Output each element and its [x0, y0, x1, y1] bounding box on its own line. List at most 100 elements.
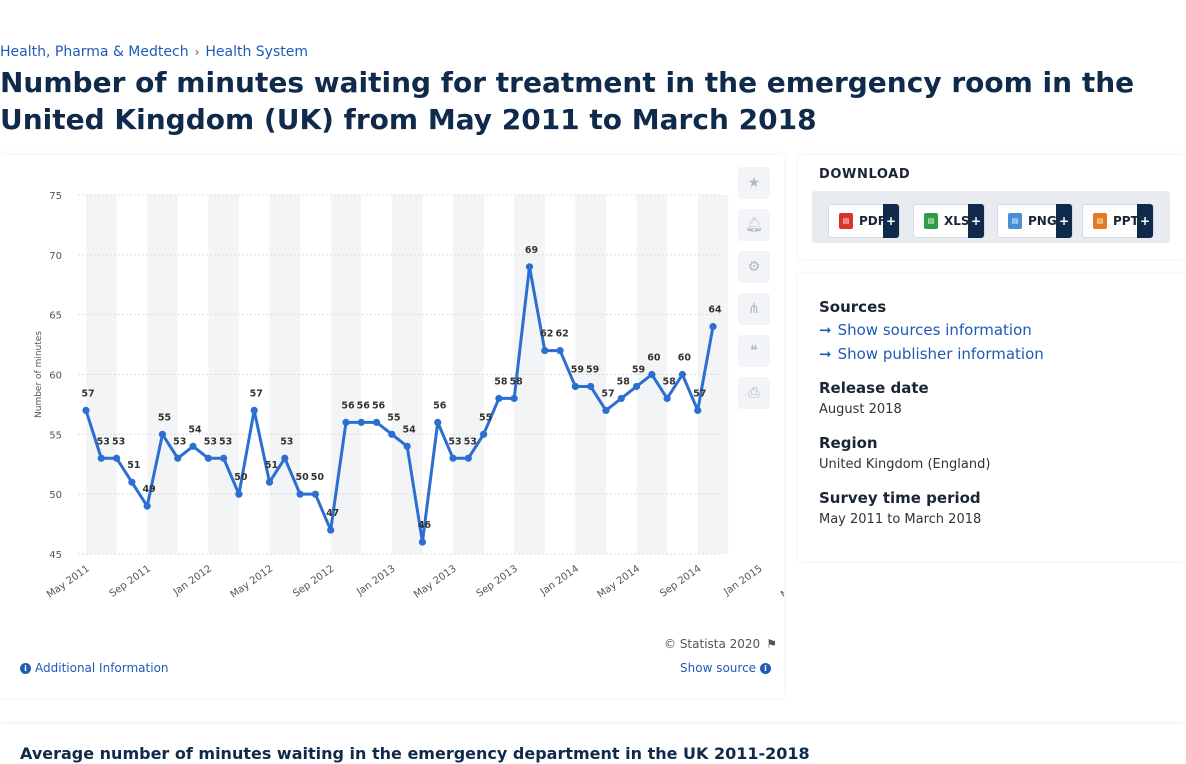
print-icon: ⎙ — [748, 385, 760, 401]
y-tick-label: 50 — [49, 490, 62, 501]
share-button[interactable]: ⋔ — [738, 293, 770, 325]
show-source-label: Show source — [680, 661, 757, 675]
data-point — [587, 382, 595, 391]
download-pdf-button[interactable]: ▤ PDF + — [828, 204, 900, 238]
notification-button[interactable]: 🔔︎ — [738, 209, 770, 241]
ppt-file-icon: ▤ — [1093, 213, 1107, 229]
x-tick-label: Sep 2011 — [108, 563, 153, 599]
arrow-right-icon: ➞ — [819, 345, 832, 363]
data-point — [678, 370, 687, 379]
download-png-button[interactable]: ▤ PNG + — [997, 204, 1073, 238]
data-label: 55 — [387, 412, 400, 423]
data-label: 57 — [250, 388, 263, 399]
data-label: 59 — [586, 364, 599, 375]
line-chart: 45 50 55 60 65 70 75 Number of minutes May 2011 S… — [34, 191, 784, 601]
data-label: 53 — [204, 436, 217, 447]
data-point — [296, 490, 304, 498]
data-point — [82, 406, 90, 414]
info-icon: i — [760, 662, 772, 674]
print-button[interactable]: ⎙ — [738, 377, 770, 409]
x-tick-label: May 2012 — [229, 563, 276, 600]
arrow-right-icon: ➞ — [819, 321, 832, 339]
meta-card: Sources ➞ Show sources information ➞ Sho… — [798, 274, 1186, 561]
data-label: 53 — [448, 436, 461, 447]
data-point — [709, 323, 717, 331]
data-label: 57 — [693, 388, 706, 399]
plus-icon: + — [883, 204, 899, 238]
region-value: United Kingdom (England) — [819, 457, 991, 472]
breadcrumb-item-health-pharma[interactable]: Health, Pharma & Medtech — [0, 44, 189, 60]
y-tick-label: 65 — [49, 311, 62, 322]
show-publisher-link[interactable]: ➞ Show publisher information — [819, 345, 1044, 363]
data-point — [220, 454, 228, 462]
data-label: 53 — [464, 436, 477, 447]
favorite-button[interactable]: ★ — [738, 167, 770, 199]
data-point — [204, 454, 212, 462]
x-tick-label: Sep 2014 — [658, 563, 703, 599]
download-ppt-button[interactable]: ▤ PPT + — [1082, 204, 1154, 238]
data-label: 50 — [295, 472, 309, 483]
chart-card: 45 50 55 60 65 70 75 Number of minutes May 2011 S… — [0, 155, 784, 698]
y-tick-label: 75 — [49, 191, 62, 202]
settings-button[interactable]: ⚙ — [738, 251, 770, 283]
sources-label: Sources — [819, 298, 887, 316]
data-point — [510, 394, 518, 403]
data-label: 58 — [663, 376, 677, 387]
show-source-link[interactable]: Show source i — [680, 661, 772, 675]
data-point — [143, 502, 151, 510]
data-label: 58 — [510, 376, 524, 387]
breadcrumb: Health, Pharma & Medtech › Health System — [0, 44, 308, 60]
data-label: 57 — [81, 388, 94, 399]
data-point — [525, 263, 534, 271]
data-point — [648, 370, 656, 379]
copyright-text: © Statista 2020 — [664, 637, 761, 651]
show-sources-link[interactable]: ➞ Show sources information — [819, 321, 1032, 339]
download-xls-button[interactable]: ▤ XLS + — [913, 204, 985, 238]
data-point — [480, 430, 488, 438]
release-date-label: Release date — [819, 379, 929, 397]
flag-icon[interactable]: ⚑ — [766, 637, 777, 651]
data-point — [434, 418, 442, 426]
data-point — [250, 406, 258, 414]
data-point — [372, 418, 381, 426]
x-tick-label: May 2015 — [779, 563, 784, 600]
data-label: 59 — [571, 364, 584, 375]
data-point — [158, 430, 167, 438]
data-label: 53 — [112, 436, 125, 447]
download-card: DOWNLOAD ▤ PDF + ▤ XLS + ▤ PNG + ▤ PPT + — [798, 155, 1186, 259]
cite-button[interactable]: ❝ — [738, 335, 770, 367]
png-file-icon: ▤ — [1008, 213, 1022, 229]
x-tick-label: Jan 2013 — [354, 563, 397, 598]
data-point — [464, 454, 472, 462]
x-tick-label: Sep 2012 — [291, 563, 336, 599]
data-label: 51 — [265, 460, 278, 471]
data-label: 55 — [158, 412, 171, 423]
data-point — [235, 490, 243, 498]
data-label: 54 — [403, 424, 417, 435]
y-tick-label: 70 — [49, 251, 62, 262]
data-label: 58 — [494, 376, 508, 387]
data-point — [541, 346, 549, 355]
x-tick-label: May 2013 — [412, 563, 459, 600]
x-tick-label: Jan 2012 — [171, 563, 214, 598]
data-point — [327, 526, 335, 534]
chart-toolbar: ★ 🔔︎ ⚙ ⋔ ❝ ⎙ — [738, 167, 770, 409]
survey-period-label: Survey time period — [819, 489, 981, 507]
show-publisher-label: Show publisher information — [837, 345, 1044, 363]
download-ppt-label: PPT — [1113, 214, 1139, 228]
data-point — [265, 478, 274, 486]
data-point — [128, 478, 136, 486]
related-statistic-title[interactable]: Average number of minutes waiting in the… — [20, 744, 810, 763]
plus-icon: + — [1137, 204, 1153, 238]
data-point — [97, 454, 105, 462]
data-label: 58 — [617, 376, 631, 387]
data-label: 57 — [601, 388, 614, 399]
data-point — [281, 454, 289, 462]
download-png-label: PNG — [1028, 214, 1057, 228]
breadcrumb-item-health-system[interactable]: Health System — [205, 44, 309, 60]
additional-info-link[interactable]: i Additional Information — [20, 661, 169, 675]
data-label: 53 — [280, 436, 293, 447]
x-tick-label: May 2011 — [45, 563, 92, 600]
data-label: 49 — [143, 484, 156, 495]
data-label: 62 — [555, 329, 568, 340]
